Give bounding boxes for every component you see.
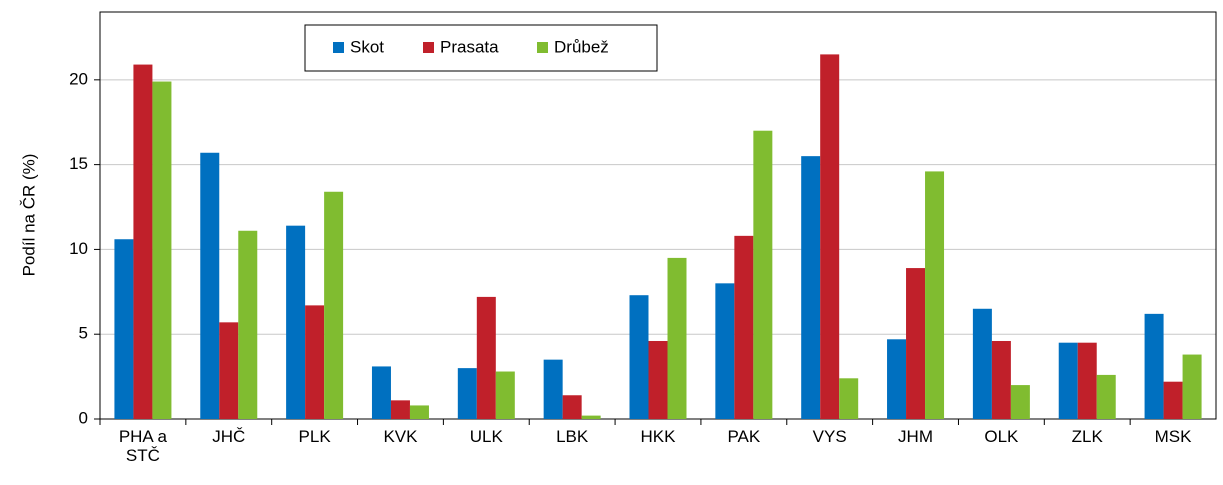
x-tick-label-box: KVK [383,427,418,446]
bar [1182,354,1202,419]
x-tick-label: PLK [298,427,331,446]
x-tick-label: PAK [727,427,761,446]
legend-swatch [537,42,548,53]
x-tick-label: ZLK [1071,427,1103,446]
bar [200,152,220,420]
bar [390,400,410,419]
bar [1163,381,1183,419]
bar [562,395,582,419]
bar [457,368,477,419]
x-tick-label-box: PHA a STČ [118,427,168,465]
bar [152,81,172,419]
bar [543,359,563,419]
bar [238,230,258,419]
x-tick-label-box: PLK [298,427,331,446]
bar [991,340,1011,419]
x-tick-label: ULK [469,427,503,446]
bar [906,268,926,419]
x-tick-label-box: ZLK [1071,427,1103,446]
x-tick-label-box: JHČ [212,427,246,446]
bar [581,415,601,419]
bar [820,54,840,419]
x-tick-label-box: HKK [640,427,676,446]
bar [371,366,391,419]
bar [1010,385,1030,419]
bar [1058,342,1078,419]
x-tick-label: VYS [812,427,847,446]
bar [476,296,496,419]
x-tick-label-box: LBK [556,427,589,446]
bar [305,305,325,419]
x-tick-label-box: ULK [469,427,503,446]
legend-label: Prasata [440,37,499,56]
bar [409,405,429,419]
bar [1144,313,1164,419]
x-tick-label-box: OLK [984,427,1019,446]
legend-frame [304,24,658,72]
x-tick-label: JHM [898,427,933,446]
bar [667,257,687,419]
bar [839,378,859,419]
y-tick-label: 10 [69,239,88,258]
bar [1077,342,1097,419]
bar [925,171,945,419]
y-tick-label: 20 [69,69,88,88]
x-tick-label: LBK [556,427,589,446]
bar [133,64,153,419]
x-tick-label-box: VYS [812,427,847,446]
x-tick-label: MSK [1154,427,1192,446]
bar [324,191,344,419]
bar [972,308,992,419]
y-axis-label: Podíl na ČR (%) [19,154,38,277]
bar [219,322,239,419]
bar [753,130,773,420]
bar [495,371,515,419]
bar [887,339,907,419]
x-tick-label: JHČ [212,427,246,446]
bar [734,235,754,419]
legend-label: Drůbež [554,37,609,56]
y-tick-label: 5 [79,324,88,343]
y-tick-label: 15 [69,154,88,173]
bar [286,225,306,419]
bar [1096,374,1116,419]
y-tick-label: 0 [79,408,88,427]
x-tick-label: PHA a STČ [118,427,168,465]
x-tick-label: OLK [984,427,1019,446]
x-tick-label-box: JHM [898,427,933,446]
bar [629,295,649,419]
bar [801,156,821,420]
x-tick-label-box: MSK [1154,427,1192,446]
x-tick-label-box: PAK [727,427,761,446]
legend-swatch [423,42,434,53]
bar [648,340,668,419]
x-tick-label: HKK [640,427,676,446]
x-tick-label: KVK [383,427,418,446]
bar [114,239,134,419]
legend-swatch [333,42,344,53]
bar [715,283,735,419]
legend-label: Skot [350,37,384,56]
